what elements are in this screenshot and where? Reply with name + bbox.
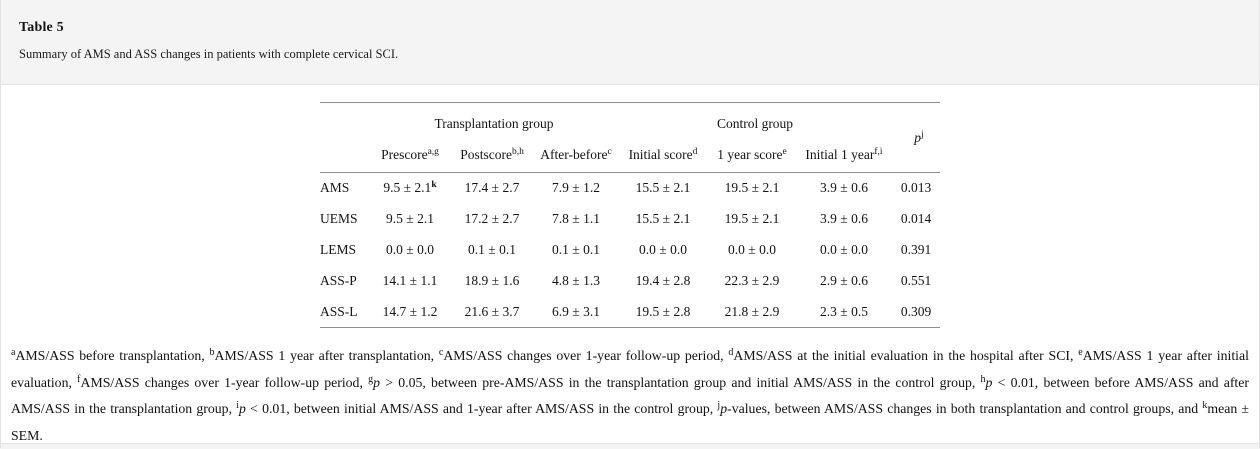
footnote-marker: c (607, 146, 612, 157)
row-label: LEMS (320, 242, 357, 257)
group-header: Control group (716, 116, 794, 132)
group-header-row: Transplantation group Control group pj (320, 103, 940, 144)
data-cell: 21.6 ± 3.7 (464, 303, 520, 319)
footnote-marker: e (782, 146, 787, 157)
data-cell: 17.2 ± 2.7 (464, 211, 520, 226)
row-label: AMS (320, 180, 350, 196)
footnote-marker: d (728, 347, 734, 358)
table-head: Transplantation group Control group pj Pres… (320, 103, 940, 173)
column-header: Initial 1 yearf,i (805, 146, 883, 162)
footnote-marker: h (980, 373, 986, 385)
footnote-marker: g (368, 373, 374, 385)
p-value-cell: 0.014 (900, 211, 932, 226)
data-cell: 9.5 ± 2.1k (383, 180, 437, 196)
data-cell: 0.0 ± 0.0 (386, 242, 434, 257)
p-symbol: p (720, 401, 728, 416)
footnote-marker: k (431, 180, 437, 191)
data-cell: 22.3 ± 2.9 (724, 273, 780, 288)
data-cell: 15.5 ± 2.1 (635, 180, 691, 196)
p-symbol: p (914, 129, 922, 145)
data-cell: 3.9 ± 0.6 (820, 180, 868, 196)
data-cell: 19.5 ± 2.1 (724, 211, 780, 226)
footnote-marker: j (921, 129, 924, 140)
data-cell: 19.5 ± 2.1 (724, 180, 780, 196)
p-symbol: p (373, 374, 381, 390)
footnote-marker: d (692, 146, 698, 157)
data-cell: 0.1 ± 0.1 (468, 242, 516, 257)
data-cell: 0.0 ± 0.0 (639, 242, 687, 257)
p-symbol: p (985, 374, 993, 390)
column-header: Prescorea,g (381, 146, 439, 162)
data-cell: 2.3 ± 0.5 (820, 303, 868, 319)
column-header: After-beforec (540, 146, 612, 162)
p-value-cell: 0.391 (900, 242, 932, 257)
footnote-marker: b (209, 347, 215, 358)
footnote-marker: k (1202, 400, 1208, 411)
table-title: Table 5 (19, 20, 64, 35)
data-table: Transplantation group Control group pj Pres… (320, 102, 940, 328)
footnote-marker: a,g (427, 146, 439, 157)
footnote-marker: j (717, 400, 721, 411)
table-row: ASS-P 14.1 ± 1.1 18.9 ± 1.6 4.8 ± 1.3 19.4 ±… (320, 266, 940, 297)
p-value-cell: 0.013 (900, 180, 932, 196)
column-header: Initial scored (628, 146, 698, 162)
table-body: AMS 9.5 ± 2.1k 17.4 ± 2.7 7.9 ± 1.2 15.5 ± 2… (320, 173, 940, 328)
data-cell: 0.0 ± 0.0 (728, 242, 776, 257)
data-cell: 14.7 ± 1.2 (382, 303, 438, 319)
data-cell: 7.9 ± 1.2 (552, 180, 600, 196)
data-cell: 0.1 ± 0.1 (552, 242, 600, 257)
row-label: UEMS (320, 211, 358, 226)
footnote-marker: e (1078, 347, 1083, 358)
data-cell: 19.4 ± 2.8 (635, 273, 691, 288)
data-cell: 14.1 ± 1.1 (382, 273, 438, 288)
footnote-marker: i (236, 400, 239, 411)
data-cell: 17.4 ± 2.7 (464, 180, 520, 196)
footnote-marker: c (438, 347, 444, 358)
data-cell: 7.8 ± 1.1 (552, 211, 600, 226)
table-subtitle: Summary of AMS and ASS changes in patien… (19, 47, 399, 61)
data-cell: 4.8 ± 1.3 (552, 273, 600, 288)
table-row: AMS 9.5 ± 2.1k 17.4 ± 2.7 7.9 ± 1.2 15.5 ± 2… (320, 173, 940, 204)
table-row: LEMS 0.0 ± 0.0 0.1 ± 0.1 0.1 ± 0.1 0.0 ± 0.0… (320, 235, 940, 266)
row-label: ASS-L (320, 303, 358, 319)
column-header-row: Prescorea,g Postscoreb,h After-beforec Init… (320, 138, 940, 173)
column-header: 1 year scoree (717, 146, 787, 162)
data-cell: 3.9 ± 0.6 (820, 211, 868, 226)
table-row: ASS-L 14.7 ± 1.2 21.6 ± 3.7 6.9 ± 3.1 19.5 ±… (320, 297, 940, 328)
data-cell: 0.0 ± 0.0 (820, 242, 868, 257)
footnotes: aAMS/ASS before transplantation, bAMS/AS… (11, 347, 1249, 443)
footnote-marker: f (77, 373, 81, 385)
data-cell: 2.9 ± 0.6 (820, 273, 868, 288)
footnote-marker: a (11, 347, 16, 358)
p-value-cell: 0.551 (900, 273, 932, 288)
stub-cell (320, 103, 370, 138)
row-label: ASS-P (320, 273, 357, 288)
footnote-marker: f,i (874, 146, 883, 157)
table-card: Transplantation group Control group pj Pres… (1, 84, 1259, 444)
table-row: UEMS 9.5 ± 2.1 17.2 ± 2.7 7.8 ± 1.1 15.5 ± 2… (320, 204, 940, 235)
data-cell: 9.5 ± 2.1 (386, 211, 434, 226)
p-symbol: p (239, 401, 246, 416)
p-value-cell: 0.309 (900, 303, 932, 319)
group-header: Transplantation group (434, 116, 554, 132)
footnote-marker: b,h (511, 146, 524, 157)
data-cell: 21.8 ± 2.9 (724, 303, 780, 319)
data-cell: 18.9 ± 1.6 (464, 273, 520, 288)
data-cell: 6.9 ± 3.1 (552, 303, 600, 319)
stub-cell (320, 138, 370, 173)
table-caption: Table 5 Summary of AMS and ASS changes i… (1, 0, 1259, 84)
column-header: Postscoreb,h (460, 146, 524, 162)
data-cell: 19.5 ± 2.8 (635, 303, 691, 319)
data-cell: 15.5 ± 2.1 (635, 211, 691, 226)
p-column-header: pj (892, 103, 940, 173)
